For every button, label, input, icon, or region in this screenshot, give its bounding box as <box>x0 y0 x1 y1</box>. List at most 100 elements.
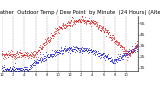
Point <box>124 51 127 52</box>
Point <box>80 21 83 22</box>
Point <box>58 49 61 50</box>
Point <box>84 19 86 20</box>
Point <box>110 37 112 39</box>
Point <box>5 69 7 70</box>
Point <box>58 25 60 27</box>
Point <box>76 19 79 21</box>
Point <box>100 53 103 55</box>
Point <box>26 54 28 55</box>
Point <box>3 55 6 57</box>
Point <box>15 53 17 54</box>
Point <box>104 29 106 30</box>
Point <box>88 21 91 22</box>
Point <box>48 37 51 38</box>
Point <box>108 36 111 38</box>
Point <box>65 51 68 52</box>
Point <box>7 70 9 71</box>
Point <box>119 46 121 48</box>
Point <box>109 61 112 62</box>
Point <box>63 24 66 26</box>
Point <box>135 48 138 50</box>
Point <box>37 49 40 51</box>
Point <box>120 45 123 47</box>
Point <box>76 46 79 48</box>
Point <box>120 46 123 48</box>
Point <box>20 67 22 68</box>
Point <box>24 51 26 53</box>
Point <box>85 47 88 48</box>
Point <box>74 49 77 50</box>
Point <box>66 52 69 53</box>
Point <box>20 55 22 56</box>
Point <box>133 51 136 52</box>
Point <box>118 59 121 61</box>
Point <box>12 53 15 54</box>
Point <box>20 55 23 56</box>
Point <box>17 67 20 69</box>
Point <box>51 34 54 36</box>
Point <box>133 49 135 51</box>
Point <box>62 48 65 49</box>
Point <box>79 49 81 51</box>
Point <box>98 25 101 26</box>
Point <box>133 50 136 51</box>
Point <box>132 48 135 49</box>
Point <box>42 44 44 45</box>
Point <box>123 46 126 48</box>
Point <box>27 70 30 71</box>
Point <box>54 32 57 34</box>
Point <box>17 55 20 56</box>
Point <box>86 19 88 21</box>
Point <box>124 53 127 54</box>
Point <box>35 56 38 58</box>
Point <box>84 50 87 51</box>
Point <box>16 52 18 53</box>
Point <box>18 68 20 69</box>
Point <box>36 54 38 55</box>
Point <box>73 49 76 50</box>
Point <box>115 39 117 40</box>
Point <box>127 50 130 52</box>
Point <box>84 48 86 49</box>
Point <box>89 19 92 21</box>
Point <box>106 57 109 59</box>
Point <box>134 48 136 49</box>
Point <box>7 68 10 70</box>
Point <box>88 20 91 22</box>
Point <box>105 31 108 32</box>
Point <box>26 68 28 69</box>
Point <box>41 58 44 60</box>
Point <box>73 47 76 48</box>
Point <box>40 57 43 58</box>
Point <box>86 49 89 51</box>
Point <box>15 68 18 69</box>
Point <box>91 49 94 51</box>
Point <box>26 67 28 68</box>
Point <box>24 67 27 68</box>
Point <box>17 70 20 71</box>
Point <box>22 55 25 56</box>
Point <box>36 51 39 52</box>
Point <box>66 26 68 27</box>
Point <box>107 54 109 55</box>
Point <box>69 52 72 53</box>
Point <box>90 49 93 50</box>
Point <box>60 27 62 29</box>
Point <box>116 59 118 60</box>
Point <box>122 52 124 54</box>
Point <box>80 48 83 49</box>
Point <box>130 51 133 52</box>
Point <box>68 24 70 25</box>
Point <box>95 22 98 23</box>
Point <box>70 48 73 50</box>
Point <box>33 63 36 64</box>
Point <box>72 17 75 19</box>
Point <box>128 48 130 50</box>
Point <box>4 56 6 58</box>
Point <box>15 67 18 69</box>
Point <box>91 52 93 53</box>
Point <box>103 30 105 32</box>
Point <box>116 42 119 44</box>
Point <box>129 50 132 51</box>
Point <box>114 58 117 60</box>
